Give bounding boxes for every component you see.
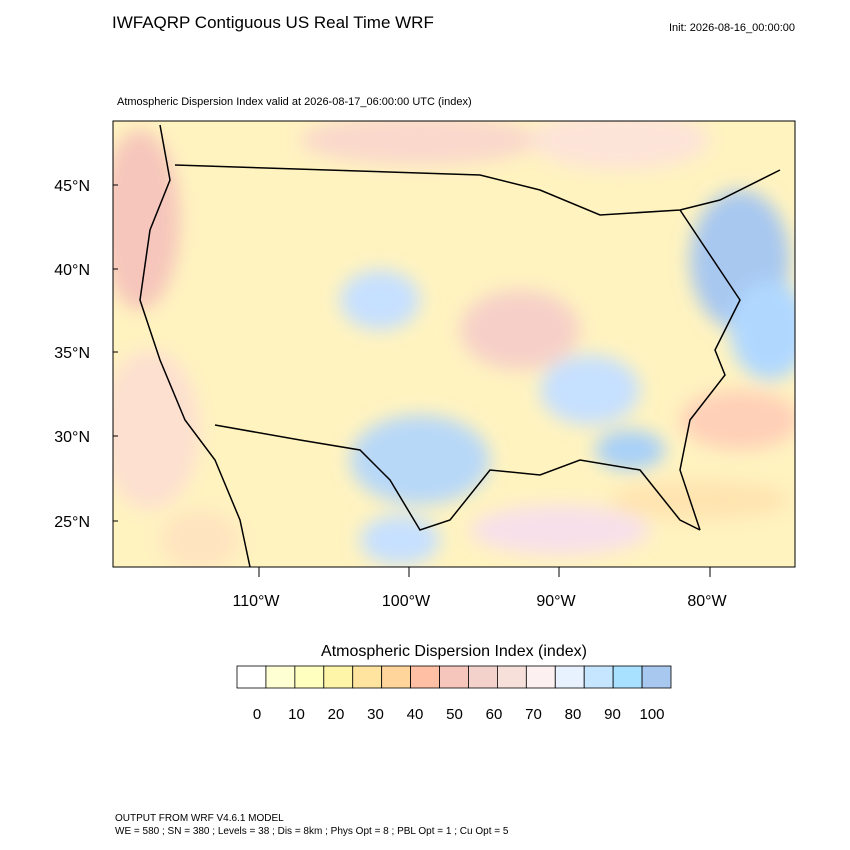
colorbar-label: 50 [446,706,463,723]
colorbar-label: 60 [486,706,503,723]
colorbar-box [236,665,267,689]
colorbar-label: 100 [639,706,664,723]
colorbar: 0 10 20 30 40 50 60 70 80 90 100 [236,665,672,723]
title: IWFAQRP Contiguous US Real Time WRF [112,13,434,32]
map-frame [112,120,796,568]
footer-line: OUTPUT FROM WRF V4.6.1 MODEL [115,813,284,824]
colorbar-box [294,665,325,689]
map-field [113,121,795,567]
lon-label: 90°W [536,593,576,610]
lat-label: 30°N [54,429,90,446]
lon-label: 100°W [382,593,431,610]
colorbar-label: 80 [565,706,582,723]
colorbar-box [468,665,498,689]
colorbar-box [612,665,643,689]
colorbar-label: 90 [604,706,621,723]
colorbar-label: 0 [253,706,261,723]
colorbar-box [381,665,411,689]
colorbar-box [352,665,383,689]
colorbar-box [525,665,556,689]
lat-label: 40°N [54,262,90,279]
init-time: Init: 2026-08-16_00:00:00 [669,22,795,34]
subtitle: Atmospheric Dispersion Index valid at 20… [117,96,472,108]
lat-label: 35°N [54,345,90,362]
colorbar-box [583,665,614,689]
colorbar-label: 70 [525,706,542,723]
colorbar-label: 20 [328,706,345,723]
lon-label: 110°W [232,593,280,610]
lon-label: 80°W [687,593,727,610]
colorbar-box [323,665,354,689]
colorbar-title: Atmospheric Dispersion Index (index) [321,643,587,660]
colorbar-label: 10 [288,706,305,723]
colorbar-box [410,665,440,689]
colorbar-box [641,665,672,689]
footer-line: WE = 580 ; SN = 380 ; Levels = 38 ; Dis … [115,826,509,837]
colorbar-label: 30 [367,706,384,723]
colorbar-box [265,665,296,689]
colorbar-box [439,665,469,689]
colorbar-box [496,665,527,689]
colorbar-label: 40 [407,706,424,723]
colorbar-box [554,665,585,689]
lat-label: 25°N [54,514,90,531]
axis-labels: 45°N 40°N 35°N 30°N 25°N 110°W 100°W 90°W 80°W [54,178,727,610]
lat-label: 45°N [54,178,90,195]
